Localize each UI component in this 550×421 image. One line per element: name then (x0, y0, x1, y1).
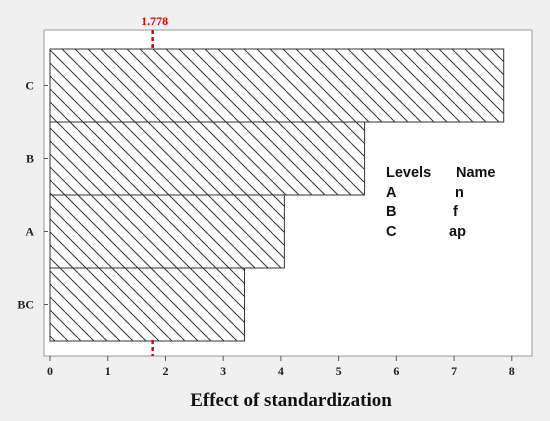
category-label-bc: BC (17, 298, 34, 312)
x-tick-label-1: 1 (105, 364, 111, 378)
x-tick-label-2: 2 (162, 364, 168, 378)
bar-b (49, 121, 366, 196)
bar-a (49, 194, 285, 269)
legend-header-levels: Levels (386, 165, 431, 181)
legend-header-name: Name (456, 165, 496, 181)
x-axis-title: Effect of standardization (190, 390, 392, 411)
category-label-a: A (25, 225, 34, 239)
x-tick-label-3: 3 (220, 364, 226, 378)
bars-layer (49, 48, 505, 342)
x-tick-label-8: 8 (509, 364, 515, 378)
category-label-b: B (26, 152, 34, 166)
x-axis-ticks: 0 1 2 3 4 5 6 7 8 (47, 356, 515, 378)
x-tick-label-5: 5 (336, 364, 342, 378)
x-tick-label-6: 6 (393, 364, 399, 378)
legend-level-a: A (386, 185, 397, 201)
legend-name-c: ap (449, 224, 466, 240)
category-label-c: C (25, 79, 34, 93)
x-tick-label-7: 7 (451, 364, 457, 378)
legend-level-b: B (386, 204, 396, 220)
bar-c (49, 48, 505, 123)
reference-line-label: 1.778 (141, 14, 168, 28)
legend-name-a: n (455, 185, 464, 201)
x-tick-label-0: 0 (47, 364, 53, 378)
legend-level-c: C (386, 224, 397, 240)
legend-name-b: f (453, 204, 458, 220)
legend: Levels Name A n B f C ap (386, 165, 496, 240)
category-labels: C B A BC (17, 79, 48, 312)
bar-bc (49, 267, 246, 342)
x-tick-label-4: 4 (278, 364, 284, 378)
